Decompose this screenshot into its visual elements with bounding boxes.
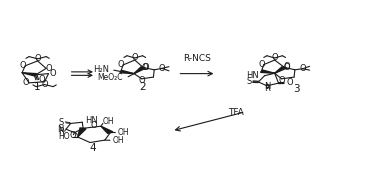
Polygon shape (134, 67, 145, 74)
Text: O: O (259, 60, 265, 69)
Text: R: R (264, 84, 270, 93)
Text: 4: 4 (90, 143, 96, 153)
Text: N: N (57, 125, 64, 134)
Polygon shape (101, 126, 113, 133)
Text: O: O (300, 64, 306, 73)
Text: H₂N: H₂N (93, 65, 109, 74)
Text: O: O (69, 131, 76, 140)
Text: O: O (138, 76, 145, 85)
Text: O: O (283, 62, 290, 71)
Text: O: O (278, 76, 285, 85)
Polygon shape (261, 70, 275, 73)
Text: TFA: TFA (228, 108, 244, 117)
Text: O: O (20, 61, 27, 70)
Text: O: O (159, 64, 165, 73)
Text: O: O (34, 54, 41, 63)
Text: HO: HO (58, 132, 70, 141)
Text: 1: 1 (34, 82, 41, 93)
Text: HN: HN (85, 116, 98, 125)
Polygon shape (275, 67, 287, 73)
Text: S: S (246, 77, 251, 86)
Text: 3: 3 (293, 84, 300, 94)
Text: O: O (41, 80, 48, 89)
Text: N: N (264, 82, 270, 91)
Text: MeO₂C: MeO₂C (98, 74, 123, 82)
Text: S: S (58, 118, 64, 127)
Text: OH: OH (113, 136, 124, 145)
Text: O: O (90, 121, 97, 130)
Polygon shape (120, 70, 134, 74)
Text: O: O (39, 75, 45, 84)
Text: R: R (58, 127, 64, 136)
Text: OH: OH (118, 128, 130, 137)
Text: O: O (118, 60, 124, 69)
Text: OH: OH (103, 117, 115, 126)
Text: O: O (23, 78, 29, 87)
Text: O: O (46, 64, 52, 73)
Text: O: O (142, 62, 149, 72)
Text: O: O (286, 78, 293, 87)
Text: 2: 2 (139, 82, 146, 92)
Polygon shape (22, 73, 37, 76)
Text: R-NCS: R-NCS (183, 54, 211, 63)
Text: HN: HN (246, 71, 259, 80)
Text: O: O (271, 54, 278, 62)
Text: O: O (49, 69, 56, 78)
Text: O: O (284, 62, 291, 72)
Polygon shape (78, 128, 86, 137)
Text: O: O (131, 54, 138, 62)
Text: O: O (143, 63, 149, 72)
